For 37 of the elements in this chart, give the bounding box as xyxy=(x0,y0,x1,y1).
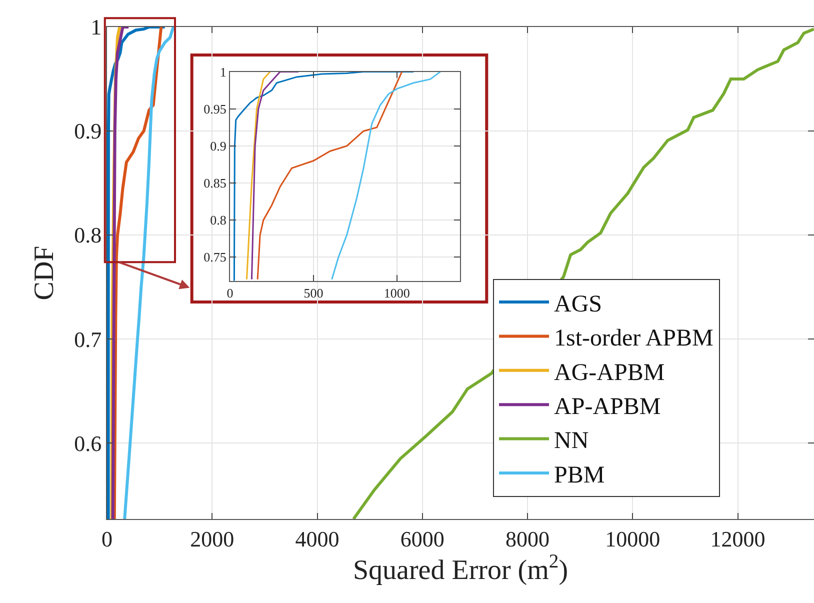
x-tick-label: 8000 xyxy=(506,526,550,552)
x-tick-label: 12000 xyxy=(710,526,766,552)
line-series xyxy=(233,72,414,281)
legend-label: AP-APBM xyxy=(554,394,661,420)
y-tick-label: 0.85 xyxy=(204,176,226,191)
x-axis-title: Squared Error (m$^{2}$) xyxy=(352,551,568,586)
y-tick-label: 0.8 xyxy=(74,222,102,248)
x-tick-label: 6000 xyxy=(400,526,444,552)
y-tick-label: 0.8 xyxy=(210,212,226,228)
y-tick-label: 0.9 xyxy=(210,138,226,154)
line-series xyxy=(331,72,442,280)
legend-label: NN xyxy=(554,428,589,454)
line-series xyxy=(256,72,403,280)
legend-label: AGS xyxy=(554,291,602,318)
line-series xyxy=(107,27,166,519)
y-tick-label: 0.9 xyxy=(74,118,102,144)
x-tick-label: 1000 xyxy=(384,285,410,300)
x-tick-label: 4000 xyxy=(295,526,340,552)
x-tick-label: 10000 xyxy=(605,526,660,552)
line-series xyxy=(111,27,130,519)
x-tick-label: 500 xyxy=(304,285,324,300)
y-tick-label: 0.6 xyxy=(74,430,102,456)
line-series xyxy=(250,72,300,280)
legend-label: 1st-order APBM xyxy=(554,326,714,352)
x-tick-label: 2000 xyxy=(190,526,234,552)
legend-label: AG-APBM xyxy=(554,360,665,386)
y-tick-label: 0.95 xyxy=(204,101,226,116)
y-tick-label: 1 xyxy=(220,64,226,80)
line-series xyxy=(246,72,271,280)
y-axis-title: CDF xyxy=(28,246,60,300)
x-tick-label: 0 xyxy=(102,526,112,552)
legend-label: PBM xyxy=(554,462,605,488)
y-tick-label: 0.75 xyxy=(204,250,226,265)
y-tick-label: 0.7 xyxy=(74,326,102,352)
y-tick-label: 1 xyxy=(90,14,102,40)
x-tick-label: 0 xyxy=(226,285,234,300)
line-series xyxy=(123,27,175,519)
